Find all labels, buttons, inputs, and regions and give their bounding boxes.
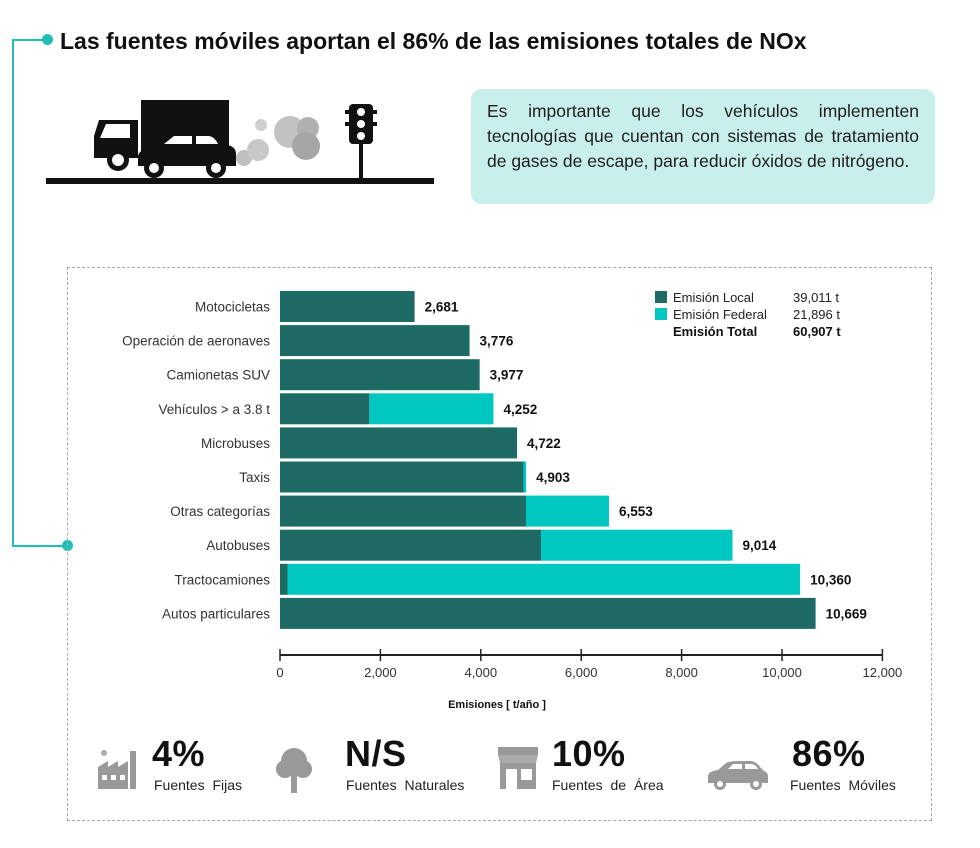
legend-swatch: [655, 308, 667, 320]
callout-text: Es importante que los vehículos implemen…: [487, 101, 919, 171]
legend-label: Emisión Federal: [673, 307, 767, 322]
connector-line-bottom: [12, 545, 64, 547]
summary-value: 10%: [552, 733, 626, 774]
chart-panel: [67, 267, 932, 821]
bar-local: [280, 427, 518, 459]
page-title: Las fuentes móviles aportan el 86% de la…: [60, 28, 807, 54]
legend-value: 21,896 t: [793, 307, 840, 322]
legend-swatch: [655, 291, 667, 303]
bar-local: [280, 393, 370, 425]
road-line: [46, 178, 434, 184]
smoke-icon: [236, 116, 320, 166]
connector-line-top: [12, 39, 48, 41]
bar-federal: [523, 461, 527, 493]
bar-local: [280, 563, 288, 595]
traffic-illustration: [46, 100, 434, 184]
summary-fixed-sources: 4% Fuentes Fijas: [90, 733, 270, 795]
connector-dot-top: [42, 34, 53, 45]
bar-local: [280, 597, 816, 629]
tree-icon: [276, 748, 312, 793]
traffic-light-icon: [345, 104, 377, 178]
total-data-label: 10,669: [826, 606, 867, 621]
bar-local: [280, 359, 480, 391]
bar-federal: [541, 529, 733, 561]
x-tick-label: 2,000: [364, 665, 397, 680]
category-label: Motocicletas: [195, 300, 270, 315]
summary-natural-sources: N/S Fuentes Naturales: [272, 733, 482, 795]
legend-label: Emisión Local: [673, 290, 754, 305]
total-data-label: 10,360: [810, 572, 851, 587]
category-label: Microbuses: [201, 436, 270, 451]
car-icon: [708, 761, 768, 790]
category-label: Tractocamiones: [174, 572, 270, 587]
total-data-label: 6,553: [619, 504, 653, 519]
legend-total-label: Emisión Total: [673, 324, 757, 339]
category-label: Camionetas SUV: [166, 368, 270, 383]
bars-group: Motocicletas 2,681 Operación de aeronaves 3…: [122, 291, 867, 629]
x-axis-title: Emisiones [ t/año ]: [448, 699, 546, 711]
total-data-label: 4,252: [503, 402, 537, 417]
total-data-label: 3,776: [480, 334, 514, 349]
legend-total-value: 60,907 t: [793, 324, 841, 339]
x-tick-label: 12,000: [863, 665, 903, 680]
summary-label: Fuentes Móviles: [790, 777, 896, 793]
bar-local: [280, 325, 470, 357]
bar-local: [280, 461, 524, 493]
info-callout: Es importante que los vehículos implemen…: [471, 89, 935, 204]
category-label: Otras categorías: [170, 504, 270, 519]
total-data-label: 3,977: [490, 368, 524, 383]
summary-area-sources: 10% Fuentes de Área: [492, 733, 682, 795]
car-icon: [138, 130, 236, 178]
bar-local: [280, 529, 542, 561]
summary-value: N/S: [345, 733, 407, 774]
summary-label: Fuentes Naturales: [346, 777, 465, 793]
summary-value: 4%: [152, 733, 206, 774]
x-axis: 0 2,000 4,000 6,000 8,000 10,000 12,000 Emision…: [276, 649, 902, 711]
category-label: Vehículos > a 3.8 t: [159, 402, 271, 417]
bar-federal: [287, 563, 801, 595]
total-data-label: 9,014: [743, 538, 777, 553]
bar-federal: [369, 393, 494, 425]
category-label: Autobuses: [206, 538, 270, 553]
x-tick-label: 6,000: [565, 665, 598, 680]
summary-label: Fuentes Fijas: [154, 777, 243, 793]
shop-icon: [498, 747, 538, 789]
x-tick-label: 4,000: [465, 665, 498, 680]
chart-legend: Emisión Local 39,011 t Emisión Federal 21,8…: [655, 290, 841, 339]
bar-federal: [525, 495, 609, 527]
category-label: Taxis: [239, 470, 270, 485]
category-label: Autos particulares: [162, 606, 270, 621]
summary-mobile-sources: 86% Fuentes Móviles: [706, 733, 916, 795]
total-data-label: 4,722: [527, 436, 561, 451]
legend-value: 39,011 t: [793, 290, 839, 305]
total-data-label: 2,681: [425, 300, 459, 315]
summary-label: Fuentes de Área: [552, 777, 664, 793]
x-tick-label: 8,000: [665, 665, 698, 680]
emissions-bar-chart: Motocicletas 2,681 Operación de aeronaves 3…: [122, 290, 902, 711]
bar-local: [280, 291, 415, 322]
x-tick-label: 10,000: [762, 665, 802, 680]
factory-icon: [98, 750, 136, 789]
category-label: Operación de aeronaves: [122, 334, 270, 349]
connector-line-vertical: [12, 39, 14, 546]
total-data-label: 4,903: [536, 470, 570, 485]
summary-value: 86%: [792, 733, 866, 774]
bar-local: [280, 495, 526, 527]
x-tick-label: 0: [276, 665, 283, 680]
